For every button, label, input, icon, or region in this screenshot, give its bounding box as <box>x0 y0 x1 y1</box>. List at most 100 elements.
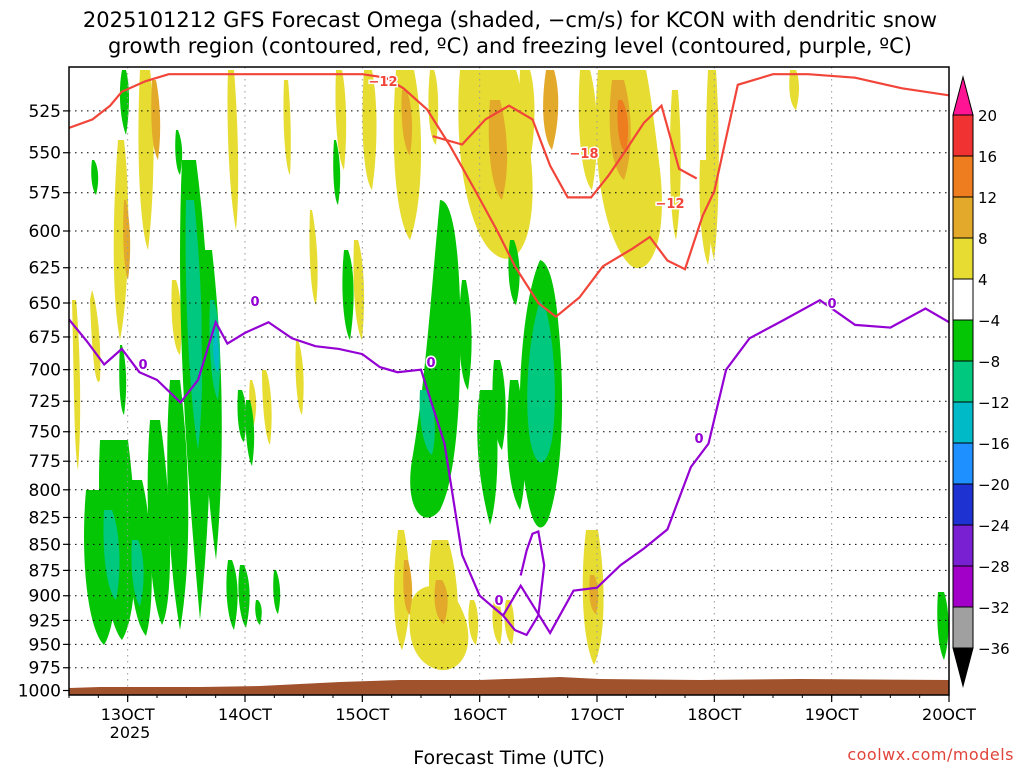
omega-region <box>113 140 129 340</box>
omega-region <box>123 200 131 280</box>
colorbar-label: −28 <box>978 558 1010 576</box>
omega-region <box>393 70 422 240</box>
y-tick-label: 600 <box>29 222 61 242</box>
x-tick-label: 18OCT <box>687 705 741 724</box>
colorbar-label: 12 <box>978 189 997 207</box>
omega-region <box>335 70 347 170</box>
omega-region <box>342 250 354 340</box>
freezing-level-label: 0 <box>250 295 259 310</box>
colorbar-label: 4 <box>978 271 988 289</box>
x-tick-label: 16OCT <box>453 705 507 724</box>
omega-region <box>227 70 239 230</box>
colorbar: 20 16 12 8 4 −4 −8 −12 −16 −20 −24 −28 −32 −36 <box>952 75 1010 688</box>
y-tick-label: 950 <box>29 635 61 655</box>
omega-region <box>309 210 318 305</box>
freezing-level-label: 0 <box>426 356 435 371</box>
chart-title-line1: 2025101212 GFS Forecast Omega (shaded, −… <box>83 8 937 32</box>
y-tick-label: 550 <box>29 144 61 164</box>
credit-label: coolwx.com/models <box>847 745 1014 764</box>
omega-region <box>273 570 281 614</box>
omega-region <box>477 390 498 525</box>
omega-region <box>91 160 99 195</box>
omega-region <box>185 200 203 450</box>
omega-region <box>789 70 799 110</box>
omega-region <box>419 390 435 455</box>
y-tick-label: 775 <box>29 452 61 472</box>
colorbar-bottom-arrow <box>952 647 974 688</box>
colorbar-swatch <box>952 114 974 157</box>
omega-region <box>410 200 461 518</box>
omega-region <box>226 560 238 630</box>
omega-region <box>131 540 144 606</box>
y-tick-label: 850 <box>29 535 61 555</box>
contours <box>69 73 949 637</box>
dgz-minus12-label: −12 <box>656 197 685 212</box>
omega-region <box>151 80 161 160</box>
chart-title-line2: growth region (contoured, red, ºC) and f… <box>108 34 912 58</box>
omega-region <box>706 70 719 260</box>
colorbar-label: −8 <box>978 353 1000 371</box>
y-tick-label: 700 <box>29 361 61 381</box>
omega-region <box>353 240 365 340</box>
colorbar-label: −4 <box>978 312 1000 330</box>
y-tick-label: 625 <box>29 259 61 279</box>
x-tick-label: 14OCT <box>218 705 272 724</box>
y-tick-label: 525 <box>29 102 61 122</box>
y-tick-label: 725 <box>29 392 61 412</box>
omega-region <box>167 380 189 630</box>
omega-region <box>459 280 472 390</box>
colorbar-label: −16 <box>978 435 1010 453</box>
omega-region <box>119 345 127 415</box>
x-tick-label: 19OCT <box>805 705 859 724</box>
dgz-minus18-label: −18 <box>570 147 599 162</box>
omega-region <box>508 240 520 305</box>
y-tick-label: 875 <box>29 561 61 581</box>
omega-region <box>589 575 599 614</box>
omega-region <box>578 70 598 190</box>
colorbar-label: −32 <box>978 599 1010 617</box>
freezing-level-dip-contour <box>490 529 546 637</box>
colorbar-swatch <box>952 524 974 567</box>
omega-region <box>492 360 506 450</box>
y-tick-label: 900 <box>29 587 61 607</box>
omega-region <box>401 90 413 155</box>
omega-region <box>617 100 629 152</box>
colorbar-swatch <box>952 360 974 403</box>
omega-region <box>543 70 559 150</box>
colorbar-label: −12 <box>978 394 1010 412</box>
x-axis-label: Forecast Time (UTC) <box>413 747 604 768</box>
colorbar-swatch <box>952 319 974 362</box>
freezing-level-label: 0 <box>694 432 703 447</box>
y-tick-label: 1000 <box>18 682 61 702</box>
y-tick-label: 575 <box>29 184 61 204</box>
omega-region <box>171 280 182 355</box>
omega-region <box>245 400 255 466</box>
y-tick-label: 925 <box>29 611 61 631</box>
y-tick-label: 975 <box>29 659 61 679</box>
x-axis: 13OCT 14OCT 15OCT 16OCT 17OCT 18OCT 19OCT 20OCT <box>68 695 976 724</box>
omega-region <box>468 600 479 645</box>
colorbar-swatch <box>952 565 974 608</box>
omega-region <box>119 70 129 135</box>
omega-region <box>262 370 272 445</box>
omega-region <box>237 390 247 442</box>
omega-region <box>403 560 413 615</box>
omega-region <box>669 90 681 240</box>
y-tick-label: 800 <box>29 481 61 501</box>
omega-region <box>255 600 262 625</box>
freezing-level-label: 0 <box>827 297 836 312</box>
freezing-level-label: 0 <box>138 358 147 373</box>
terrain-ground <box>69 677 949 695</box>
freezing-level-label: 0 <box>494 594 503 609</box>
colorbar-swatch <box>952 483 974 526</box>
y-tick-label: 750 <box>29 423 61 443</box>
y-tick-label: 675 <box>29 328 61 348</box>
colorbar-swatch <box>952 606 974 649</box>
colorbar-label: 8 <box>978 230 988 248</box>
omega-region <box>138 70 154 250</box>
x-tick-label: 17OCT <box>570 705 624 724</box>
y-tick-label: 650 <box>29 294 61 314</box>
y-axis: 525 550 575 600 625 650 675 700 725 750 775 800 825 8… <box>18 102 69 702</box>
colorbar-swatch <box>952 155 974 198</box>
